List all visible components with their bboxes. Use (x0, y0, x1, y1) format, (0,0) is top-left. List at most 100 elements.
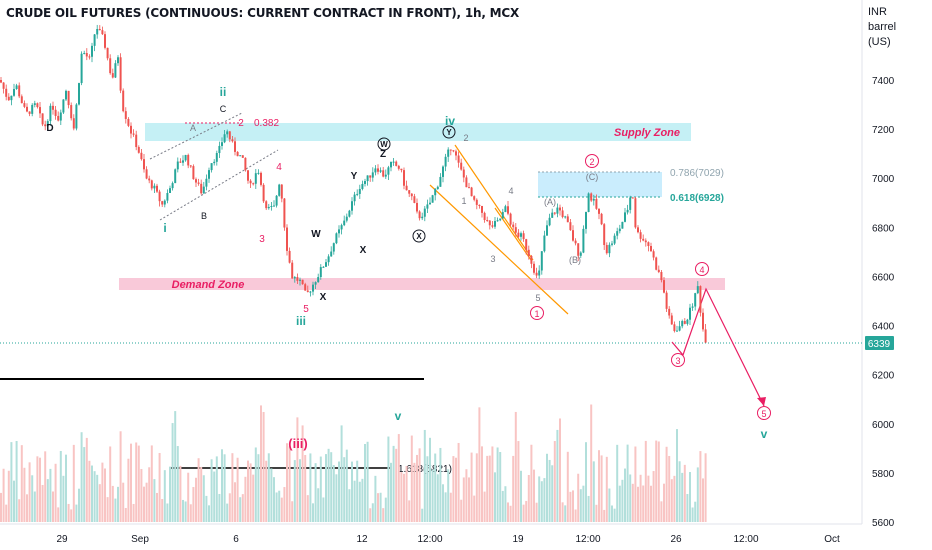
candle-body (436, 186, 439, 190)
demand-zone-label: Demand Zone (172, 279, 245, 291)
price-axis[interactable]: 7400 7200 7000 6800 6600 6400 6200 6000 5800 5600 (872, 76, 895, 529)
candle-body (605, 245, 608, 254)
candle-body (507, 206, 509, 214)
candle-body (473, 196, 476, 200)
wave-circle-Y (442, 125, 456, 139)
volume-bar (431, 469, 434, 522)
candle-body (101, 30, 104, 35)
candle-body (478, 204, 481, 207)
volume-bar (686, 494, 689, 522)
candle-body (530, 256, 533, 264)
candle-body (465, 177, 468, 188)
candle-body (306, 290, 309, 292)
candle-body (616, 231, 619, 236)
candle-body (579, 252, 582, 256)
candle-body (278, 184, 281, 196)
volume-bar (449, 492, 452, 522)
volume-bar (332, 465, 335, 522)
candle-body (673, 324, 676, 332)
candle-body (504, 206, 507, 213)
candle-body (59, 112, 62, 121)
candle-body (582, 228, 585, 253)
volume-bar (7, 470, 10, 522)
volume-bar (377, 493, 379, 522)
volume-bar (72, 444, 75, 522)
candle-body (442, 166, 444, 177)
candle-body (522, 233, 525, 240)
candle-body (57, 115, 60, 121)
candle-body (312, 284, 314, 292)
candle-body (590, 193, 593, 201)
fib-786-label: 0.786(7029) (670, 168, 724, 179)
wave-label-paren-B: (B) (569, 255, 581, 265)
volume-bar (223, 454, 226, 522)
candle-body (369, 175, 372, 178)
supply-zone[interactable] (145, 123, 691, 141)
volume-bar (574, 509, 577, 522)
candle-body (644, 240, 647, 243)
volume-bar (291, 501, 294, 522)
candle-body (304, 284, 307, 291)
volume-bar (517, 441, 520, 522)
volume-bar (44, 451, 47, 522)
channel-lower-1 (159, 149, 279, 221)
candle-body (517, 232, 520, 237)
candle-body (265, 201, 268, 209)
wave-label-ii: ii (220, 85, 227, 99)
demand-zone[interactable] (119, 278, 725, 290)
candle-body (371, 172, 374, 178)
price-tick: 6000 (872, 420, 895, 431)
volume-bar (665, 446, 668, 522)
wave-circle-5 (757, 406, 771, 420)
volume-bar (533, 469, 535, 522)
time-tick: 29 (56, 534, 68, 545)
volume-bar (319, 456, 322, 522)
candle-body (215, 153, 218, 162)
candle-body (7, 96, 10, 101)
volume-bar (234, 482, 236, 522)
volume-bar (213, 471, 216, 522)
projection-path[interactable] (671, 287, 765, 407)
candle-body (91, 45, 93, 57)
volume-bar (379, 492, 382, 522)
wave-label-3: 3 (490, 254, 495, 264)
volume-bar (527, 475, 530, 522)
volume-bar (192, 487, 195, 522)
candle-body (546, 225, 548, 236)
candle-body (592, 198, 595, 201)
candle-body (93, 34, 96, 46)
candle-body (231, 139, 234, 142)
volume-bar (104, 468, 106, 522)
volume-bar (566, 451, 569, 522)
volume-bar (202, 475, 205, 522)
candle-body (535, 272, 538, 276)
volume-bar (670, 479, 673, 522)
candle-body (49, 105, 52, 122)
time-axis[interactable]: 29 Sep 6 12 12:00 19 12:00 26 12:00 Oct (56, 534, 840, 545)
volume-bar (525, 500, 528, 522)
candle-body (572, 230, 574, 241)
volume-bar (605, 456, 608, 522)
volume-bar (434, 453, 437, 522)
volume-bar (494, 472, 496, 522)
candle-body (31, 104, 34, 114)
candle-body (226, 131, 229, 135)
fib-box[interactable] (538, 172, 662, 197)
volume-bar (392, 445, 395, 522)
volume-bar (132, 503, 135, 522)
unit-label: barrel (US) (868, 21, 897, 48)
candle-body (397, 165, 400, 169)
volume-bar (559, 418, 561, 522)
volume-bar (436, 474, 439, 522)
candle-body (670, 315, 673, 325)
time-tick: 12 (356, 534, 368, 545)
candle-body (512, 224, 515, 228)
candle-body (140, 152, 143, 160)
candle-body (353, 194, 356, 202)
candle-body (236, 151, 239, 157)
volume-bar (197, 458, 200, 522)
wave-label-Y: Y (351, 171, 358, 182)
wave-label-v-volume: v (395, 409, 402, 423)
volume-bar (405, 466, 408, 522)
